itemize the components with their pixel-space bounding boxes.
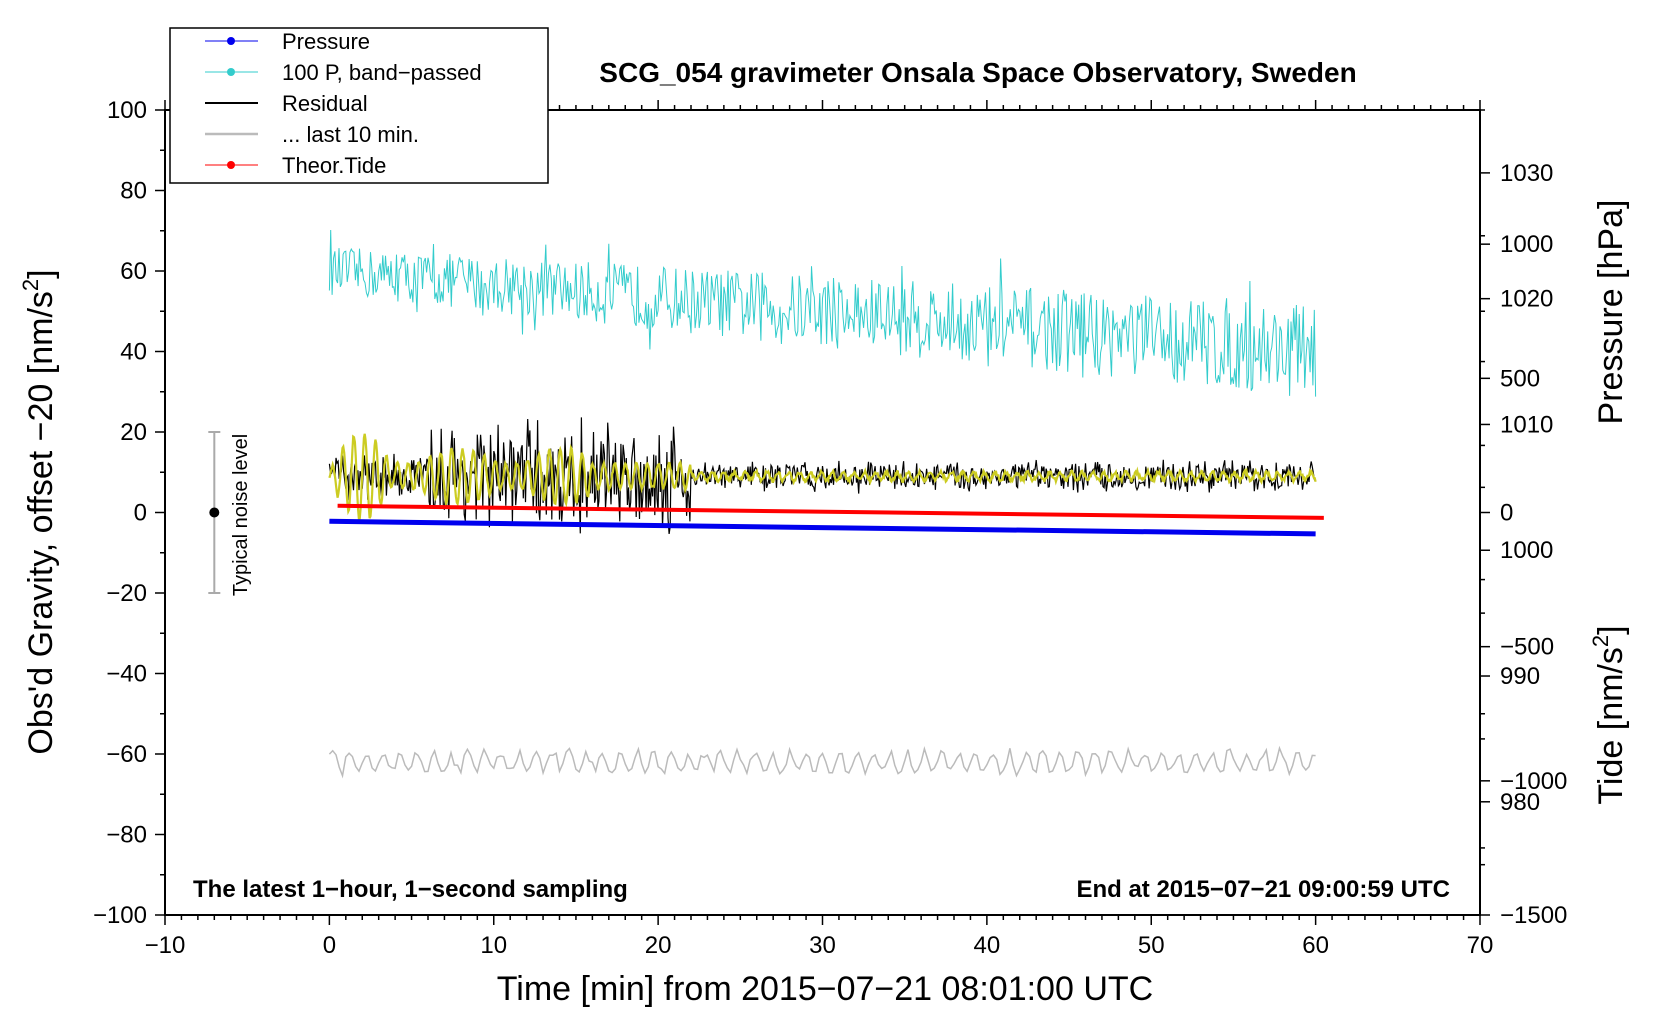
y-axis-title-pressure: Pressure [hPa]: [1592, 200, 1630, 425]
y-tick-label: −60: [106, 741, 147, 768]
pressure-tick-label: 990: [1500, 663, 1540, 690]
legend: Pressure 100 P, band−passed Residual ... la…: [169, 27, 549, 184]
pressure-line: [329, 518, 1316, 537]
tide-line: [337, 503, 1324, 520]
x-tick-label: −10: [145, 932, 186, 959]
legend-marker: [227, 37, 235, 45]
legend-marker: [227, 68, 235, 76]
legend-label: ... last 10 min.: [282, 122, 419, 147]
residual-line: [328, 417, 1317, 534]
pressure-tick-label: 1020: [1500, 286, 1553, 313]
y-axis-title-tide-main: Tide [nm/s: [1592, 647, 1630, 804]
y-axis-title-left-end: ]: [22, 269, 60, 278]
pressure-bandpassed-line: [328, 229, 1317, 397]
y-tick-label: 60: [120, 258, 147, 285]
pressure-tick-label: 1030: [1500, 160, 1553, 187]
noise-bar-dot: [209, 507, 220, 518]
x-tick-label: 40: [974, 932, 1001, 959]
x-tick-label: 20: [645, 932, 672, 959]
x-tick-label: 30: [809, 932, 836, 959]
y-tick-label: 0: [134, 500, 147, 527]
y-tick-label: 100: [107, 97, 147, 124]
legend-label: Theor.Tide: [282, 153, 386, 178]
legend-label: 100 P, band−passed: [282, 60, 482, 85]
legend-marker: [227, 161, 235, 169]
y-tick-label: −20: [106, 580, 147, 607]
residual-filtered-line: [328, 433, 1317, 521]
y-tick-label: −80: [106, 822, 147, 849]
note-end-time: End at 2015−07−21 09:00:59 UTC: [1076, 876, 1450, 903]
x-tick-label: 50: [1138, 932, 1165, 959]
y-tick-label: −100: [93, 902, 147, 929]
noise-level-indicator: Typical noise level: [208, 431, 252, 596]
axis-ticks: −10 0 10 20 30 40 50 60 70100806040200−20−40−60−…: [93, 97, 1567, 959]
pressure-tick-label: 980: [1500, 789, 1540, 816]
y-axis-title-tide-sup: 2: [1588, 635, 1613, 647]
legend-label: Pressure: [282, 29, 370, 54]
tide-tick-label: 0: [1500, 500, 1513, 527]
tide-tick-label: −1500: [1500, 902, 1567, 929]
chart-title: SCG_054 gravimeter Onsala Space Observat…: [599, 57, 1356, 88]
y-axis-title-left-sup: 2: [18, 279, 43, 291]
tide-tick-label: −500: [1500, 634, 1554, 661]
tide-tick-label: 500: [1500, 365, 1540, 392]
x-tick-label: 60: [1302, 932, 1329, 959]
last-10-min-line: [328, 745, 1316, 779]
y-axis-title-left-main: Obs'd Gravity, offset −20 [nm/s: [22, 291, 60, 754]
tide-tick-label: −1000: [1500, 768, 1567, 795]
x-axis-title: Time [min] from 2015−07−21 08:01:00 UTC: [497, 970, 1153, 1008]
legend-box: [169, 27, 549, 184]
noise-level-label: Typical noise level: [230, 434, 252, 596]
note-sampling: The latest 1−hour, 1−second sampling: [193, 876, 628, 903]
y-tick-label: 40: [120, 339, 147, 366]
y-tick-label: −40: [106, 661, 147, 688]
y-axis-title-tide-end: ]: [1592, 625, 1630, 634]
x-tick-label: 0: [323, 932, 336, 959]
x-tick-label: 70: [1467, 932, 1494, 959]
tide-tick-label: 1000: [1500, 231, 1553, 258]
pressure-tick-label: 1010: [1500, 411, 1553, 438]
pressure-tick-label: 1000: [1500, 537, 1553, 564]
series-layer: [328, 229, 1324, 779]
y-tick-label: 20: [120, 419, 147, 446]
y-axis-title-tide: Tide [nm/s2]: [1588, 625, 1630, 804]
legend-label: Residual: [282, 91, 368, 116]
x-tick-label: 10: [480, 932, 507, 959]
y-axis-title-left: Obs'd Gravity, offset −20 [nm/s2]: [18, 269, 60, 754]
y-tick-label: 80: [120, 178, 147, 205]
